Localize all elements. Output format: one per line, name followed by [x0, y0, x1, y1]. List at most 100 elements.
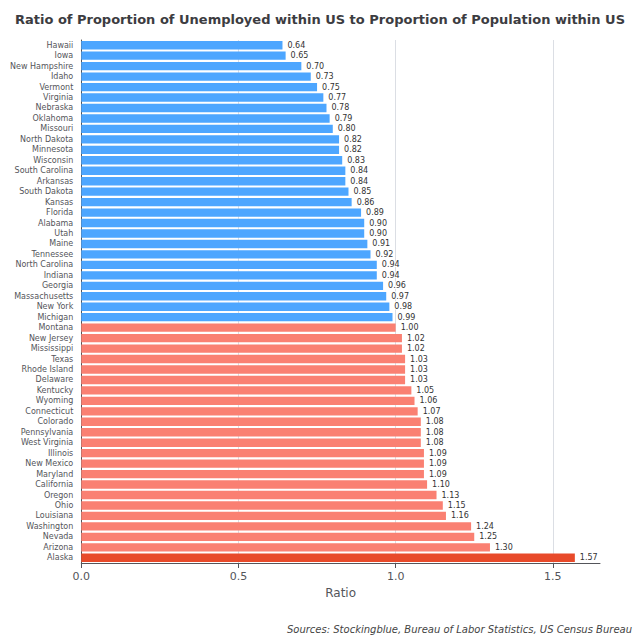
svg-text:Maine: Maine: [49, 239, 73, 248]
svg-text:1.16: 1.16: [451, 511, 469, 520]
svg-text:North Dakota: North Dakota: [20, 135, 73, 144]
svg-text:Michigan: Michigan: [37, 313, 73, 322]
svg-text:Oregon: Oregon: [44, 491, 73, 500]
svg-text:Ohio: Ohio: [55, 501, 74, 510]
svg-text:1.09: 1.09: [429, 449, 447, 458]
svg-text:Vermont: Vermont: [39, 83, 73, 92]
svg-text:Virginia: Virginia: [43, 93, 73, 102]
svg-text:Montana: Montana: [38, 323, 73, 332]
svg-text:1.15: 1.15: [448, 501, 466, 510]
svg-text:Iowa: Iowa: [55, 51, 74, 60]
svg-text:1.03: 1.03: [410, 355, 428, 364]
svg-text:New Mexico: New Mexico: [25, 459, 73, 468]
svg-text:1.02: 1.02: [407, 344, 425, 353]
svg-text:Nevada: Nevada: [43, 532, 74, 541]
svg-text:1.13: 1.13: [442, 491, 460, 500]
svg-text:Louisiana: Louisiana: [35, 511, 73, 520]
svg-text:0.78: 0.78: [331, 103, 349, 112]
svg-text:0.0: 0.0: [73, 570, 91, 583]
svg-text:1.10: 1.10: [432, 480, 450, 489]
svg-text:1.03: 1.03: [410, 365, 428, 374]
svg-text:Arkansas: Arkansas: [37, 177, 73, 186]
svg-text:0.91: 0.91: [372, 239, 390, 248]
svg-text:Ratio: Ratio: [325, 586, 356, 600]
svg-text:Missouri: Missouri: [40, 124, 73, 133]
svg-text:0.97: 0.97: [391, 292, 409, 301]
svg-text:0.94: 0.94: [382, 271, 400, 280]
svg-text:Alaska: Alaska: [47, 553, 73, 562]
svg-text:1.08: 1.08: [426, 428, 444, 437]
svg-text:0.89: 0.89: [366, 208, 384, 217]
svg-text:0.82: 0.82: [344, 145, 362, 154]
svg-text:1.08: 1.08: [426, 438, 444, 447]
svg-text:0.75: 0.75: [322, 83, 340, 92]
svg-text:Massachusetts: Massachusetts: [14, 292, 73, 301]
svg-text:0.99: 0.99: [398, 313, 416, 322]
svg-text:0.94: 0.94: [382, 260, 400, 269]
svg-text:0.83: 0.83: [347, 156, 365, 165]
svg-text:0.77: 0.77: [328, 93, 346, 102]
svg-text:Idaho: Idaho: [51, 72, 73, 81]
svg-text:1.0: 1.0: [387, 570, 405, 583]
svg-text:Oklahoma: Oklahoma: [33, 114, 74, 123]
svg-text:0.84: 0.84: [350, 177, 368, 186]
svg-text:1.57: 1.57: [580, 553, 598, 562]
svg-text:0.84: 0.84: [350, 166, 368, 175]
svg-text:Minnesota: Minnesota: [32, 145, 73, 154]
svg-text:Wyoming: Wyoming: [36, 396, 74, 405]
svg-text:Colorado: Colorado: [38, 417, 74, 426]
svg-text:1.00: 1.00: [401, 323, 419, 332]
svg-text:0.90: 0.90: [369, 219, 387, 228]
svg-text:1.25: 1.25: [479, 532, 497, 541]
svg-text:1.09: 1.09: [429, 470, 447, 479]
svg-text:Wisconsin: Wisconsin: [33, 156, 73, 165]
svg-text:0.79: 0.79: [335, 114, 353, 123]
svg-text:Arizona: Arizona: [43, 543, 73, 552]
svg-text:Hawaii: Hawaii: [46, 41, 73, 50]
svg-text:Tennessee: Tennessee: [31, 250, 74, 259]
svg-text:1.07: 1.07: [423, 407, 441, 416]
svg-text:0.80: 0.80: [338, 124, 356, 133]
svg-text:Indiana: Indiana: [44, 271, 74, 280]
svg-text:0.5: 0.5: [230, 570, 248, 583]
svg-text:Pennsylvania: Pennsylvania: [21, 428, 74, 437]
svg-text:0.82: 0.82: [344, 135, 362, 144]
svg-text:West Virginia: West Virginia: [21, 438, 73, 447]
svg-text:1.02: 1.02: [407, 334, 425, 343]
svg-text:Kentucky: Kentucky: [37, 386, 74, 395]
svg-text:New Jersey: New Jersey: [29, 334, 74, 343]
svg-text:Sources: Stockingblue, Bureau: Sources: Stockingblue, Bureau of Labor S…: [287, 624, 632, 635]
svg-text:1.24: 1.24: [476, 522, 494, 531]
svg-text:Georgia: Georgia: [42, 281, 73, 290]
svg-text:0.98: 0.98: [394, 302, 412, 311]
svg-text:0.90: 0.90: [369, 229, 387, 238]
svg-text:Nebraska: Nebraska: [36, 103, 74, 112]
svg-text:1.09: 1.09: [429, 459, 447, 468]
svg-text:1.03: 1.03: [410, 375, 428, 384]
svg-text:South Carolina: South Carolina: [15, 166, 74, 175]
svg-text:New Hampshire: New Hampshire: [10, 62, 73, 71]
svg-text:New York: New York: [37, 302, 74, 311]
svg-text:0.70: 0.70: [306, 62, 324, 71]
svg-text:Connecticut: Connecticut: [25, 407, 73, 416]
svg-text:South Dakota: South Dakota: [19, 187, 73, 196]
svg-text:0.73: 0.73: [316, 72, 334, 81]
svg-text:0.92: 0.92: [376, 250, 394, 259]
svg-text:0.65: 0.65: [291, 51, 309, 60]
svg-text:0.64: 0.64: [287, 41, 305, 50]
svg-text:Ratio of Proportion of Unemplo: Ratio of Proportion of Unemployed within…: [15, 12, 625, 27]
svg-text:California: California: [35, 480, 73, 489]
svg-text:Mississippi: Mississippi: [31, 344, 74, 353]
svg-text:Illinois: Illinois: [48, 449, 73, 458]
svg-text:Delaware: Delaware: [36, 375, 74, 384]
svg-text:Florida: Florida: [46, 208, 73, 217]
svg-text:1.08: 1.08: [426, 417, 444, 426]
svg-text:Texas: Texas: [50, 355, 73, 364]
svg-text:0.86: 0.86: [357, 198, 375, 207]
svg-text:North Carolina: North Carolina: [15, 260, 73, 269]
svg-text:Washington: Washington: [26, 522, 73, 531]
svg-text:0.85: 0.85: [353, 187, 371, 196]
svg-text:Rhode Island: Rhode Island: [21, 365, 73, 374]
svg-text:1.5: 1.5: [544, 570, 562, 583]
svg-text:Alabama: Alabama: [38, 219, 73, 228]
